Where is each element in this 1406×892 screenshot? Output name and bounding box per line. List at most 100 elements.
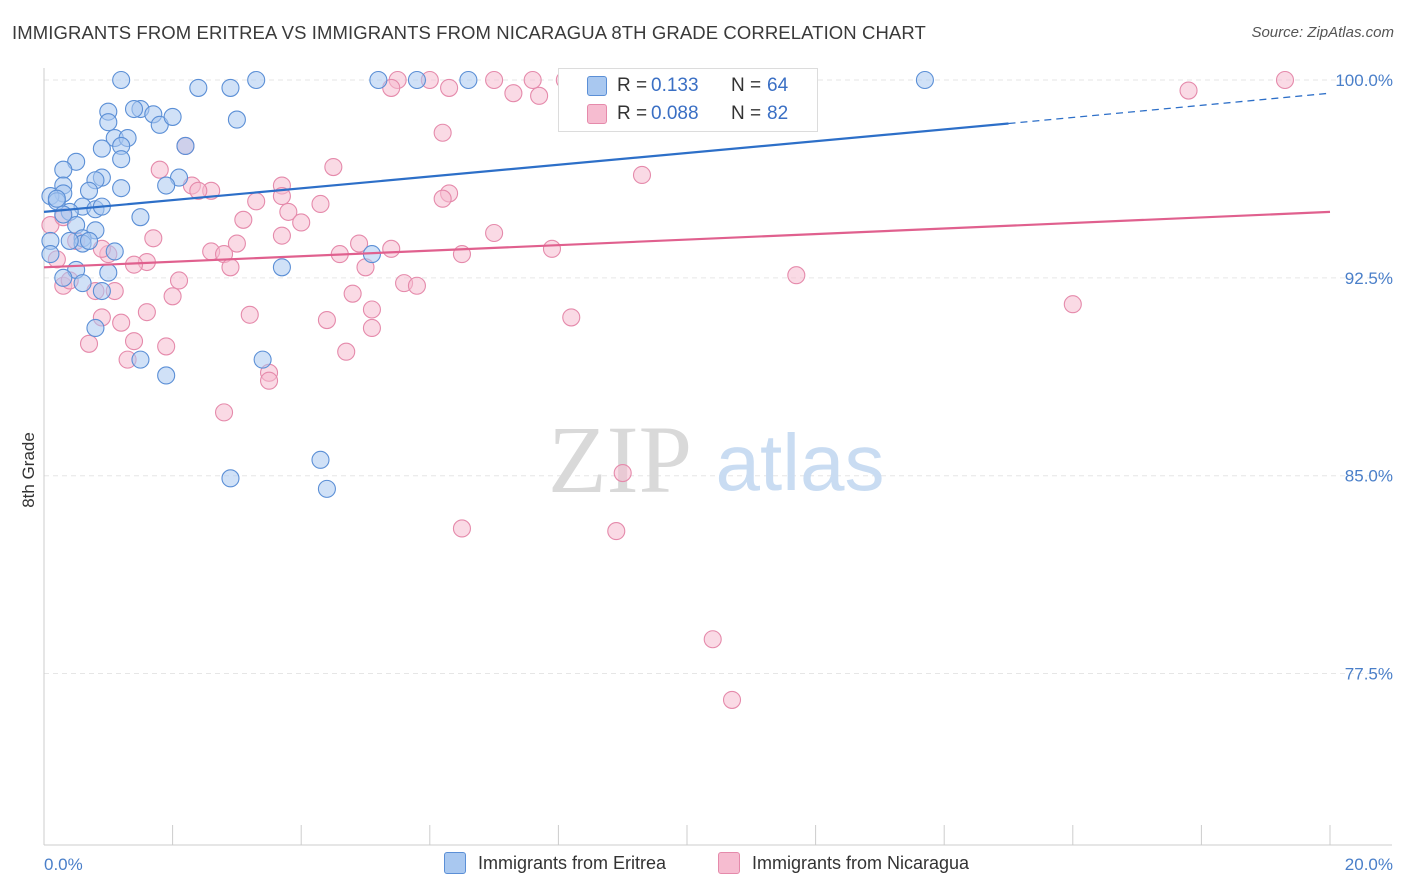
eritrea-point xyxy=(227,110,246,129)
eritrea-point xyxy=(99,113,118,132)
nicaragua-point xyxy=(214,403,234,422)
eritrea-point xyxy=(47,189,66,208)
legend-item-eritrea: Immigrants from Eritrea xyxy=(444,852,666,874)
nicaragua-legend-swatch xyxy=(718,852,740,874)
eritrea-point xyxy=(105,242,124,261)
nicaragua-point xyxy=(112,313,131,332)
eritrea-point xyxy=(60,231,79,250)
eritrea-point xyxy=(54,160,73,179)
n-label: N = xyxy=(731,75,762,96)
eritrea-point xyxy=(79,231,99,250)
nicaragua-point xyxy=(362,318,381,338)
eritrea-swatch xyxy=(587,76,607,96)
nicaragua-point xyxy=(124,332,144,351)
eritrea-point xyxy=(407,70,426,90)
eritrea-point xyxy=(112,179,131,198)
nicaragua-point xyxy=(722,690,742,709)
nicaragua-point xyxy=(343,284,362,303)
nicaragua-point xyxy=(292,213,311,232)
watermark-zip: ZIP xyxy=(548,406,692,513)
eritrea-point xyxy=(459,70,478,90)
nicaragua-point xyxy=(1275,70,1295,90)
nicaragua-point xyxy=(163,287,182,306)
r-label: R = xyxy=(617,103,648,124)
eritrea-point xyxy=(131,208,150,227)
eritrea-point xyxy=(915,70,934,90)
nicaragua-point xyxy=(189,181,208,200)
eritrea-point xyxy=(112,70,131,90)
nicaragua-point xyxy=(433,189,452,208)
eritrea-legend-label: Immigrants from Eritrea xyxy=(478,852,667,873)
y-axis-title: 8th Grade xyxy=(19,432,38,508)
nicaragua-point xyxy=(542,239,562,258)
nicaragua-point xyxy=(150,160,169,179)
legend-item-nicaragua: Immigrants from Nicaragua xyxy=(718,852,969,874)
eritrea-point xyxy=(124,99,144,119)
nicaragua-point xyxy=(485,223,504,243)
nicaragua-n-value: 82 xyxy=(767,103,789,124)
nicaragua-point xyxy=(279,202,298,221)
nicaragua-r-value: 0.088 xyxy=(651,103,699,124)
nicaragua-trend-line xyxy=(43,210,1331,269)
eritrea-trend-line xyxy=(43,122,1009,213)
eritrea-points xyxy=(41,70,934,498)
nicaragua-point xyxy=(613,464,632,483)
eritrea-point xyxy=(311,450,330,469)
chart-title: IMMIGRANTS FROM ERITREA VS IMMIGRANTS FR… xyxy=(12,22,926,43)
nicaragua-point xyxy=(157,337,176,356)
eritrea-point xyxy=(86,318,105,338)
x-tick-label: 20.0% xyxy=(1345,855,1393,874)
y-tick-label: 85.0% xyxy=(1345,467,1393,486)
x-tick-label: 0.0% xyxy=(44,855,83,874)
nicaragua-point xyxy=(407,276,426,295)
nicaragua-points xyxy=(41,70,1295,709)
source-label: Source: ZipAtlas.com xyxy=(1251,24,1394,41)
nicaragua-point xyxy=(504,84,523,103)
nicaragua-point xyxy=(485,70,504,90)
nicaragua-point xyxy=(1179,81,1198,100)
gridlines xyxy=(44,79,1392,675)
tick-labels: 77.5% 85.0% 92.5% 100.0% 0.0% 20.0% xyxy=(44,71,1393,874)
nicaragua-point xyxy=(169,271,189,290)
eritrea-point xyxy=(369,70,388,90)
eritrea-point xyxy=(253,350,272,369)
eritrea-point xyxy=(73,274,92,293)
nicaragua-point xyxy=(240,305,259,324)
eritrea-point xyxy=(131,350,150,369)
eritrea-legend-swatch xyxy=(444,852,466,874)
eritrea-point xyxy=(272,258,291,277)
nicaragua-point xyxy=(79,334,99,353)
eritrea-point xyxy=(221,469,240,488)
nicaragua-point xyxy=(324,158,343,177)
eritrea-point xyxy=(157,176,176,195)
y-tick-label: 92.5% xyxy=(1345,269,1393,288)
eritrea-point xyxy=(189,78,208,97)
stats-legend: R = 0.133 N = 64 R = 0.088 N = 82 xyxy=(558,68,818,132)
eritrea-point xyxy=(92,139,111,158)
nicaragua-point xyxy=(247,192,266,211)
nicaragua-point xyxy=(311,194,330,214)
nicaragua-point xyxy=(530,86,549,105)
nicaragua-point xyxy=(452,519,472,538)
n-label: N = xyxy=(731,103,762,124)
trend-lines xyxy=(43,92,1331,269)
nicaragua-point xyxy=(362,300,381,319)
eritrea-trend-extension xyxy=(1008,92,1331,125)
eritrea-point xyxy=(99,263,118,282)
nicaragua-point xyxy=(272,226,291,245)
nicaragua-point xyxy=(433,123,452,142)
nicaragua-point xyxy=(259,371,279,390)
eritrea-point xyxy=(92,281,111,301)
nicaragua-swatch xyxy=(587,104,607,124)
eritrea-point xyxy=(79,181,99,200)
nicaragua-point xyxy=(787,266,806,285)
eritrea-point xyxy=(163,107,182,126)
eritrea-n-value: 64 xyxy=(767,75,789,96)
watermark-atlas: atlas xyxy=(716,418,885,507)
nicaragua-point xyxy=(227,234,246,253)
r-label: R = xyxy=(617,75,648,96)
eritrea-point xyxy=(157,366,176,385)
nicaragua-legend-label: Immigrants from Nicaragua xyxy=(752,852,970,873)
y-tick-label: 100.0% xyxy=(1335,71,1393,90)
